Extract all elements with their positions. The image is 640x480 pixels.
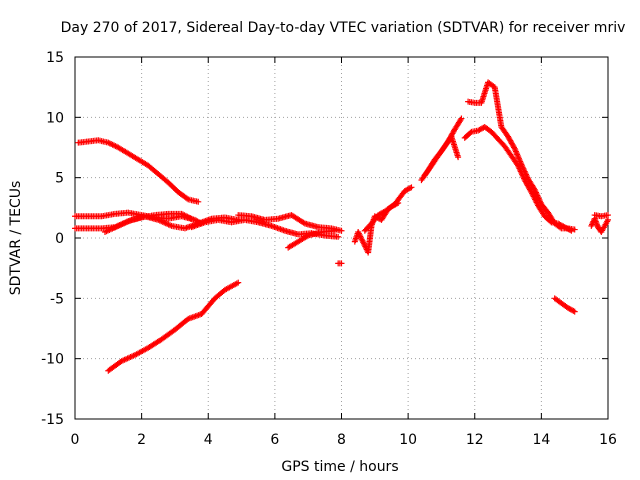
chart-title: Day 270 of 2017, Sidereal Day-to-day VTE… xyxy=(61,20,626,36)
y-tick-label: -10 xyxy=(41,352,64,368)
series-track-q xyxy=(591,212,611,220)
series-track-e xyxy=(188,216,342,240)
data-point xyxy=(467,129,474,136)
y-tick-labels: -15 -10 -5 0 5 10 15 xyxy=(41,50,64,428)
data-point xyxy=(557,224,564,231)
x-axis-label: GPS time / hours xyxy=(281,459,398,475)
y-tick-label: 0 xyxy=(55,231,64,247)
series-track-r xyxy=(105,279,242,374)
x-tick-label: 2 xyxy=(137,432,146,448)
axis-ticks xyxy=(74,56,609,420)
data-point xyxy=(335,233,342,240)
x-tick-label: 0 xyxy=(71,432,80,448)
data-point xyxy=(458,115,465,122)
series-track-n xyxy=(465,79,578,233)
series-track-g xyxy=(285,227,338,251)
x-tick-label: 12 xyxy=(466,432,484,448)
y-tick-label: 10 xyxy=(46,110,64,126)
data-point xyxy=(395,200,402,207)
y-tick-label: -15 xyxy=(41,412,64,428)
series-track-h xyxy=(335,260,345,267)
data-point xyxy=(300,219,307,226)
series-track-l xyxy=(421,133,462,179)
data-point xyxy=(338,260,345,267)
data-point xyxy=(570,307,577,314)
x-tick-label: 4 xyxy=(204,432,213,448)
data-point xyxy=(195,198,202,205)
series-track-o xyxy=(551,295,578,315)
series-track-f xyxy=(235,212,345,234)
data-point xyxy=(455,154,462,161)
series-track-j xyxy=(361,200,402,234)
x-tick-label: 6 xyxy=(270,432,279,448)
y-tick-label: 15 xyxy=(46,50,64,66)
y-tick-label: -5 xyxy=(50,291,64,307)
y-axis-label: SDTVAR / TECUs xyxy=(8,181,24,296)
x-tick-label: 8 xyxy=(337,432,346,448)
data-point xyxy=(407,185,414,192)
x-tick-label: 16 xyxy=(599,432,617,448)
data-points xyxy=(72,79,611,374)
x-tick-label: 14 xyxy=(532,432,550,448)
data-point xyxy=(235,279,242,286)
data-point xyxy=(457,116,464,123)
gridlines xyxy=(75,57,608,419)
y-tick-label: 5 xyxy=(55,171,64,187)
data-point xyxy=(408,184,415,191)
data-point xyxy=(184,195,191,202)
data-point xyxy=(571,226,578,233)
data-point xyxy=(571,308,578,315)
data-point xyxy=(605,212,611,219)
x-tick-label: 10 xyxy=(399,432,417,448)
data-point xyxy=(510,144,517,151)
data-point xyxy=(338,227,345,234)
data-point xyxy=(393,200,400,207)
data-point xyxy=(188,215,195,222)
series-track-a xyxy=(75,137,202,205)
x-tick-labels: 0 2 4 6 8 10 12 14 16 xyxy=(71,432,617,448)
data-point xyxy=(331,227,338,234)
series-track-p xyxy=(588,215,611,235)
